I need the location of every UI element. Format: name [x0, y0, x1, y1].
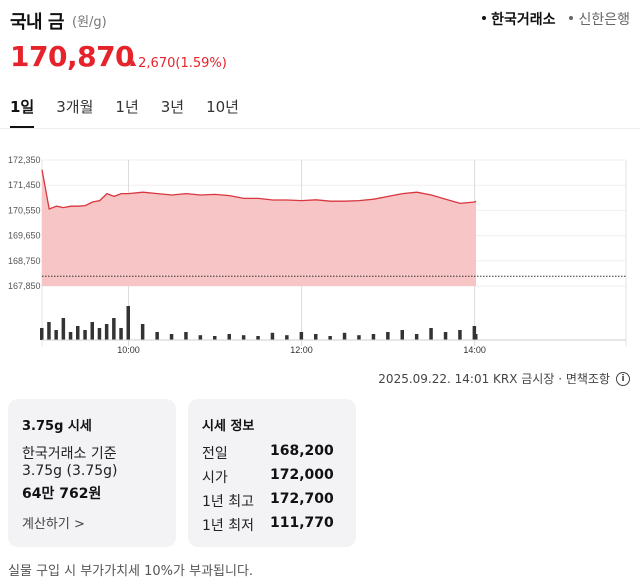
- volume-bar: [76, 326, 80, 340]
- source-tab-krx[interactable]: 한국거래소: [482, 9, 555, 29]
- volume-bar: [140, 324, 145, 340]
- volume-bar: [371, 334, 376, 340]
- volume-bar: [184, 332, 188, 340]
- volume-bar: [386, 332, 390, 340]
- y-tick-label: 167,850: [8, 281, 41, 291]
- volume-bar: [400, 330, 404, 340]
- bullet-icon: [482, 16, 487, 20]
- x-tick-label: 10:00: [117, 345, 140, 355]
- x-tick-label: 14:00: [463, 345, 486, 355]
- weight-amount: 64만 762원: [22, 486, 102, 502]
- volume-bar: [285, 335, 289, 340]
- volume-bar: [40, 328, 44, 340]
- price-change: ▲ 2,670(1.59%): [130, 56, 227, 71]
- x-tick-label: 12:00: [290, 345, 313, 355]
- info-row-52w-low: 1년 최저 111,770: [202, 515, 334, 534]
- info-icon[interactable]: i: [616, 371, 630, 386]
- card-title-weight: 3.75g 시세: [22, 419, 92, 434]
- period-tab-3m[interactable]: 3개월: [56, 98, 94, 116]
- volume-bar: [414, 334, 419, 340]
- y-tick-label: 168,750: [8, 256, 41, 266]
- price-chart[interactable]: 172,350 171,450 170,550 169,650 168,750 167,8…: [0, 150, 640, 360]
- volume-bar: [169, 334, 174, 340]
- period-tab-3y[interactable]: 3년: [160, 98, 185, 116]
- y-tick-label: 169,650: [8, 231, 41, 241]
- volume-bar: [342, 332, 347, 340]
- unit-label: (원/g): [72, 15, 107, 30]
- source-note: 2025.09.22. 14:01 KRX 금시장 · 면책조항 i: [378, 370, 630, 387]
- period-tab-10y[interactable]: 10년: [206, 98, 239, 116]
- y-tick-label: 172,350: [8, 155, 41, 165]
- triangle-up-icon: ▲: [130, 58, 137, 67]
- divider: [0, 128, 640, 129]
- volume-bar: [112, 318, 116, 340]
- volume-bar: [61, 318, 66, 340]
- volume-bar: [104, 324, 109, 340]
- volume-bar: [97, 328, 102, 340]
- volume-bar: [68, 332, 73, 340]
- current-price: 170,870: [10, 40, 135, 73]
- volume-bar: [119, 328, 123, 340]
- volume-bar: [314, 334, 318, 340]
- y-tick-label: 171,450: [8, 180, 41, 190]
- volume-bar: [90, 322, 94, 340]
- price-area: [42, 169, 476, 286]
- change-percent: (1.59%): [175, 56, 227, 71]
- period-tab-1y[interactable]: 1년: [115, 98, 139, 116]
- volume-bar: [83, 330, 87, 340]
- calculate-link[interactable]: 계산하기 >: [22, 517, 85, 532]
- info-row-prev: 전일 168,200: [202, 443, 334, 462]
- volume-bar: [54, 330, 58, 340]
- volume-bar: [198, 335, 203, 340]
- period-tabs: 1일 3개월 1년 3년 10년: [10, 96, 239, 128]
- volume-bar: [227, 334, 231, 340]
- weight-price-card: 3.75g 시세 한국거래소 기준 3.75g (3.75g) 64만 762원…: [8, 399, 176, 547]
- weight-text: 3.75g (3.75g): [22, 463, 118, 479]
- card-title-info: 시세 정보: [202, 419, 255, 434]
- volume-bar: [429, 328, 433, 340]
- source-tab-shinhan[interactable]: 신한은행: [569, 9, 630, 29]
- vat-note: 실물 구입 시 부가가치세 10%가 부과됩니다.: [8, 564, 254, 579]
- info-row-52w-high: 1년 최고 172,700: [202, 491, 334, 510]
- volume-bar: [299, 332, 304, 340]
- page-title: 국내 금: [10, 12, 64, 33]
- change-amount: 2,670: [138, 56, 176, 71]
- volume-bar: [472, 326, 477, 340]
- volume-bar: [357, 335, 361, 340]
- header: 국내 금 (원/g) 한국거래소 신한은행: [10, 8, 630, 33]
- info-row-open: 시가 172,000: [202, 467, 334, 486]
- volume-bar: [241, 335, 246, 340]
- price-line: [41, 169, 477, 210]
- volume-bar: [155, 332, 159, 340]
- volume-bar: [458, 330, 462, 340]
- source-note-text: 2025.09.22. 14:01 KRX 금시장 · 면책조항: [378, 372, 610, 386]
- volume-bar: [126, 306, 130, 340]
- basis-text: 한국거래소 기준: [22, 446, 117, 462]
- volume-bar: [270, 332, 275, 340]
- bullet-icon: [569, 16, 574, 20]
- period-tab-1d[interactable]: 1일: [10, 96, 35, 128]
- source-tabs: 한국거래소 신한은행: [482, 9, 630, 29]
- volume-bar: [213, 336, 217, 340]
- volume-bar: [47, 322, 51, 340]
- price-info-card: 시세 정보 전일 168,200 시가 172,000 1년 최고 172,700 1…: [188, 399, 356, 547]
- volume-bar: [443, 332, 448, 340]
- volume-bar: [474, 334, 478, 340]
- volume-bar: [328, 336, 332, 340]
- y-tick-label: 170,550: [8, 205, 41, 215]
- volume-bar: [256, 336, 260, 340]
